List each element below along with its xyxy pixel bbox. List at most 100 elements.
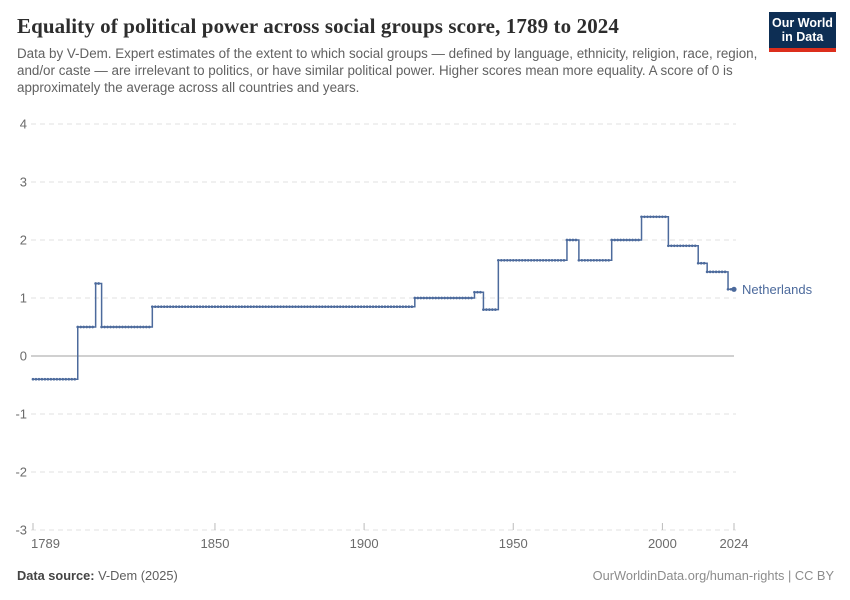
data-point-marker <box>538 258 542 262</box>
data-point-marker <box>231 305 235 309</box>
data-point-marker <box>356 305 360 309</box>
data-point-marker <box>455 296 458 300</box>
x-axis-tick-label: 2000 <box>648 536 677 551</box>
data-point-marker <box>282 305 285 309</box>
data-point-marker <box>136 325 139 329</box>
data-point-marker <box>711 270 715 274</box>
data-point-marker <box>649 215 652 219</box>
data-point-marker <box>395 305 399 309</box>
data-point-marker <box>153 305 157 309</box>
x-axis-tick-label: 1950 <box>499 536 528 551</box>
data-point-marker <box>586 258 590 262</box>
data-point-marker <box>58 377 62 381</box>
data-point-marker <box>213 305 217 309</box>
data-point-marker <box>309 305 312 309</box>
data-point-marker <box>276 305 279 309</box>
data-point-marker <box>315 305 318 309</box>
data-point-marker <box>550 258 554 262</box>
data-point-marker <box>544 258 548 262</box>
data-point-marker <box>494 308 497 311</box>
data-point-marker <box>150 305 154 309</box>
data-point-marker <box>61 377 65 381</box>
data-point-marker <box>216 305 220 309</box>
data-point-marker <box>616 238 620 242</box>
data-point-marker <box>625 238 628 242</box>
data-point-marker <box>106 325 109 329</box>
data-point-marker <box>156 305 160 309</box>
data-point-marker <box>192 305 196 309</box>
data-point-marker <box>699 261 703 265</box>
data-point-marker <box>568 238 572 242</box>
data-point-marker <box>64 377 68 381</box>
data-point-marker <box>604 258 608 262</box>
data-point-marker <box>652 215 655 219</box>
data-point-marker <box>76 325 80 329</box>
data-source-value: V-Dem (2025) <box>94 568 178 583</box>
data-point-marker <box>517 258 521 262</box>
data-point-marker <box>94 282 97 285</box>
data-point-marker <box>368 305 372 309</box>
data-point-marker <box>180 305 184 309</box>
data-point-marker <box>675 244 679 248</box>
data-point-marker <box>109 325 112 329</box>
data-point-marker <box>249 305 253 309</box>
data-point-marker <box>434 296 438 300</box>
credit-link[interactable]: OurWorldinData.org/human-rights | CC BY <box>592 568 834 583</box>
data-point-marker <box>511 258 515 262</box>
data-point-marker <box>505 258 509 262</box>
data-point-marker <box>667 244 670 248</box>
data-point-marker <box>413 296 417 300</box>
data-point-marker <box>335 305 339 309</box>
x-axis-tick-label: 1789 <box>31 536 60 551</box>
data-point-marker <box>270 305 273 309</box>
data-point-marker <box>142 325 145 329</box>
data-point-marker <box>619 238 622 242</box>
data-point-marker <box>661 215 664 219</box>
data-point-marker <box>467 296 470 300</box>
data-point-marker <box>79 325 83 329</box>
data-point-marker <box>720 270 724 274</box>
data-point-marker <box>598 258 602 262</box>
data-point-marker <box>592 258 596 262</box>
data-point-marker <box>326 305 330 309</box>
data-point-marker <box>386 305 390 309</box>
data-point-marker <box>556 258 560 262</box>
data-point-marker <box>571 238 575 242</box>
data-point-marker <box>43 377 47 381</box>
owid-logo-line2: in Data <box>781 30 824 44</box>
data-point-marker <box>294 305 297 309</box>
data-point-marker <box>428 296 432 300</box>
data-point-marker <box>526 258 530 262</box>
data-point-marker <box>219 305 223 309</box>
series-entity-label: Netherlands <box>742 282 813 297</box>
data-point-marker <box>186 305 190 309</box>
data-point-marker <box>389 305 393 309</box>
data-point-marker <box>401 305 405 309</box>
data-point-marker <box>577 258 581 262</box>
owid-logo[interactable]: Our World in Data <box>769 12 836 52</box>
data-point-marker <box>702 261 706 265</box>
data-point-marker <box>684 244 688 248</box>
data-point-marker <box>705 270 709 274</box>
data-point-marker <box>350 305 354 309</box>
data-point-marker <box>162 305 166 309</box>
data-point-marker <box>523 258 527 262</box>
data-point-marker <box>198 305 202 309</box>
data-point-marker <box>410 305 414 309</box>
data-point-marker <box>383 305 387 309</box>
y-axis-tick-label: 2 <box>20 233 27 248</box>
data-point-marker <box>407 305 411 309</box>
data-point-marker <box>717 270 721 274</box>
data-point-marker <box>380 305 384 309</box>
data-point-marker <box>189 305 193 309</box>
data-point-marker <box>640 215 643 219</box>
data-point-marker <box>291 305 294 309</box>
data-point-marker <box>499 258 503 262</box>
data-point-marker <box>416 296 420 300</box>
y-axis-tick-label: 4 <box>20 117 27 132</box>
data-point-marker <box>690 244 694 248</box>
data-point-marker <box>443 296 447 300</box>
data-point-marker <box>204 305 208 309</box>
data-point-marker <box>646 215 649 219</box>
